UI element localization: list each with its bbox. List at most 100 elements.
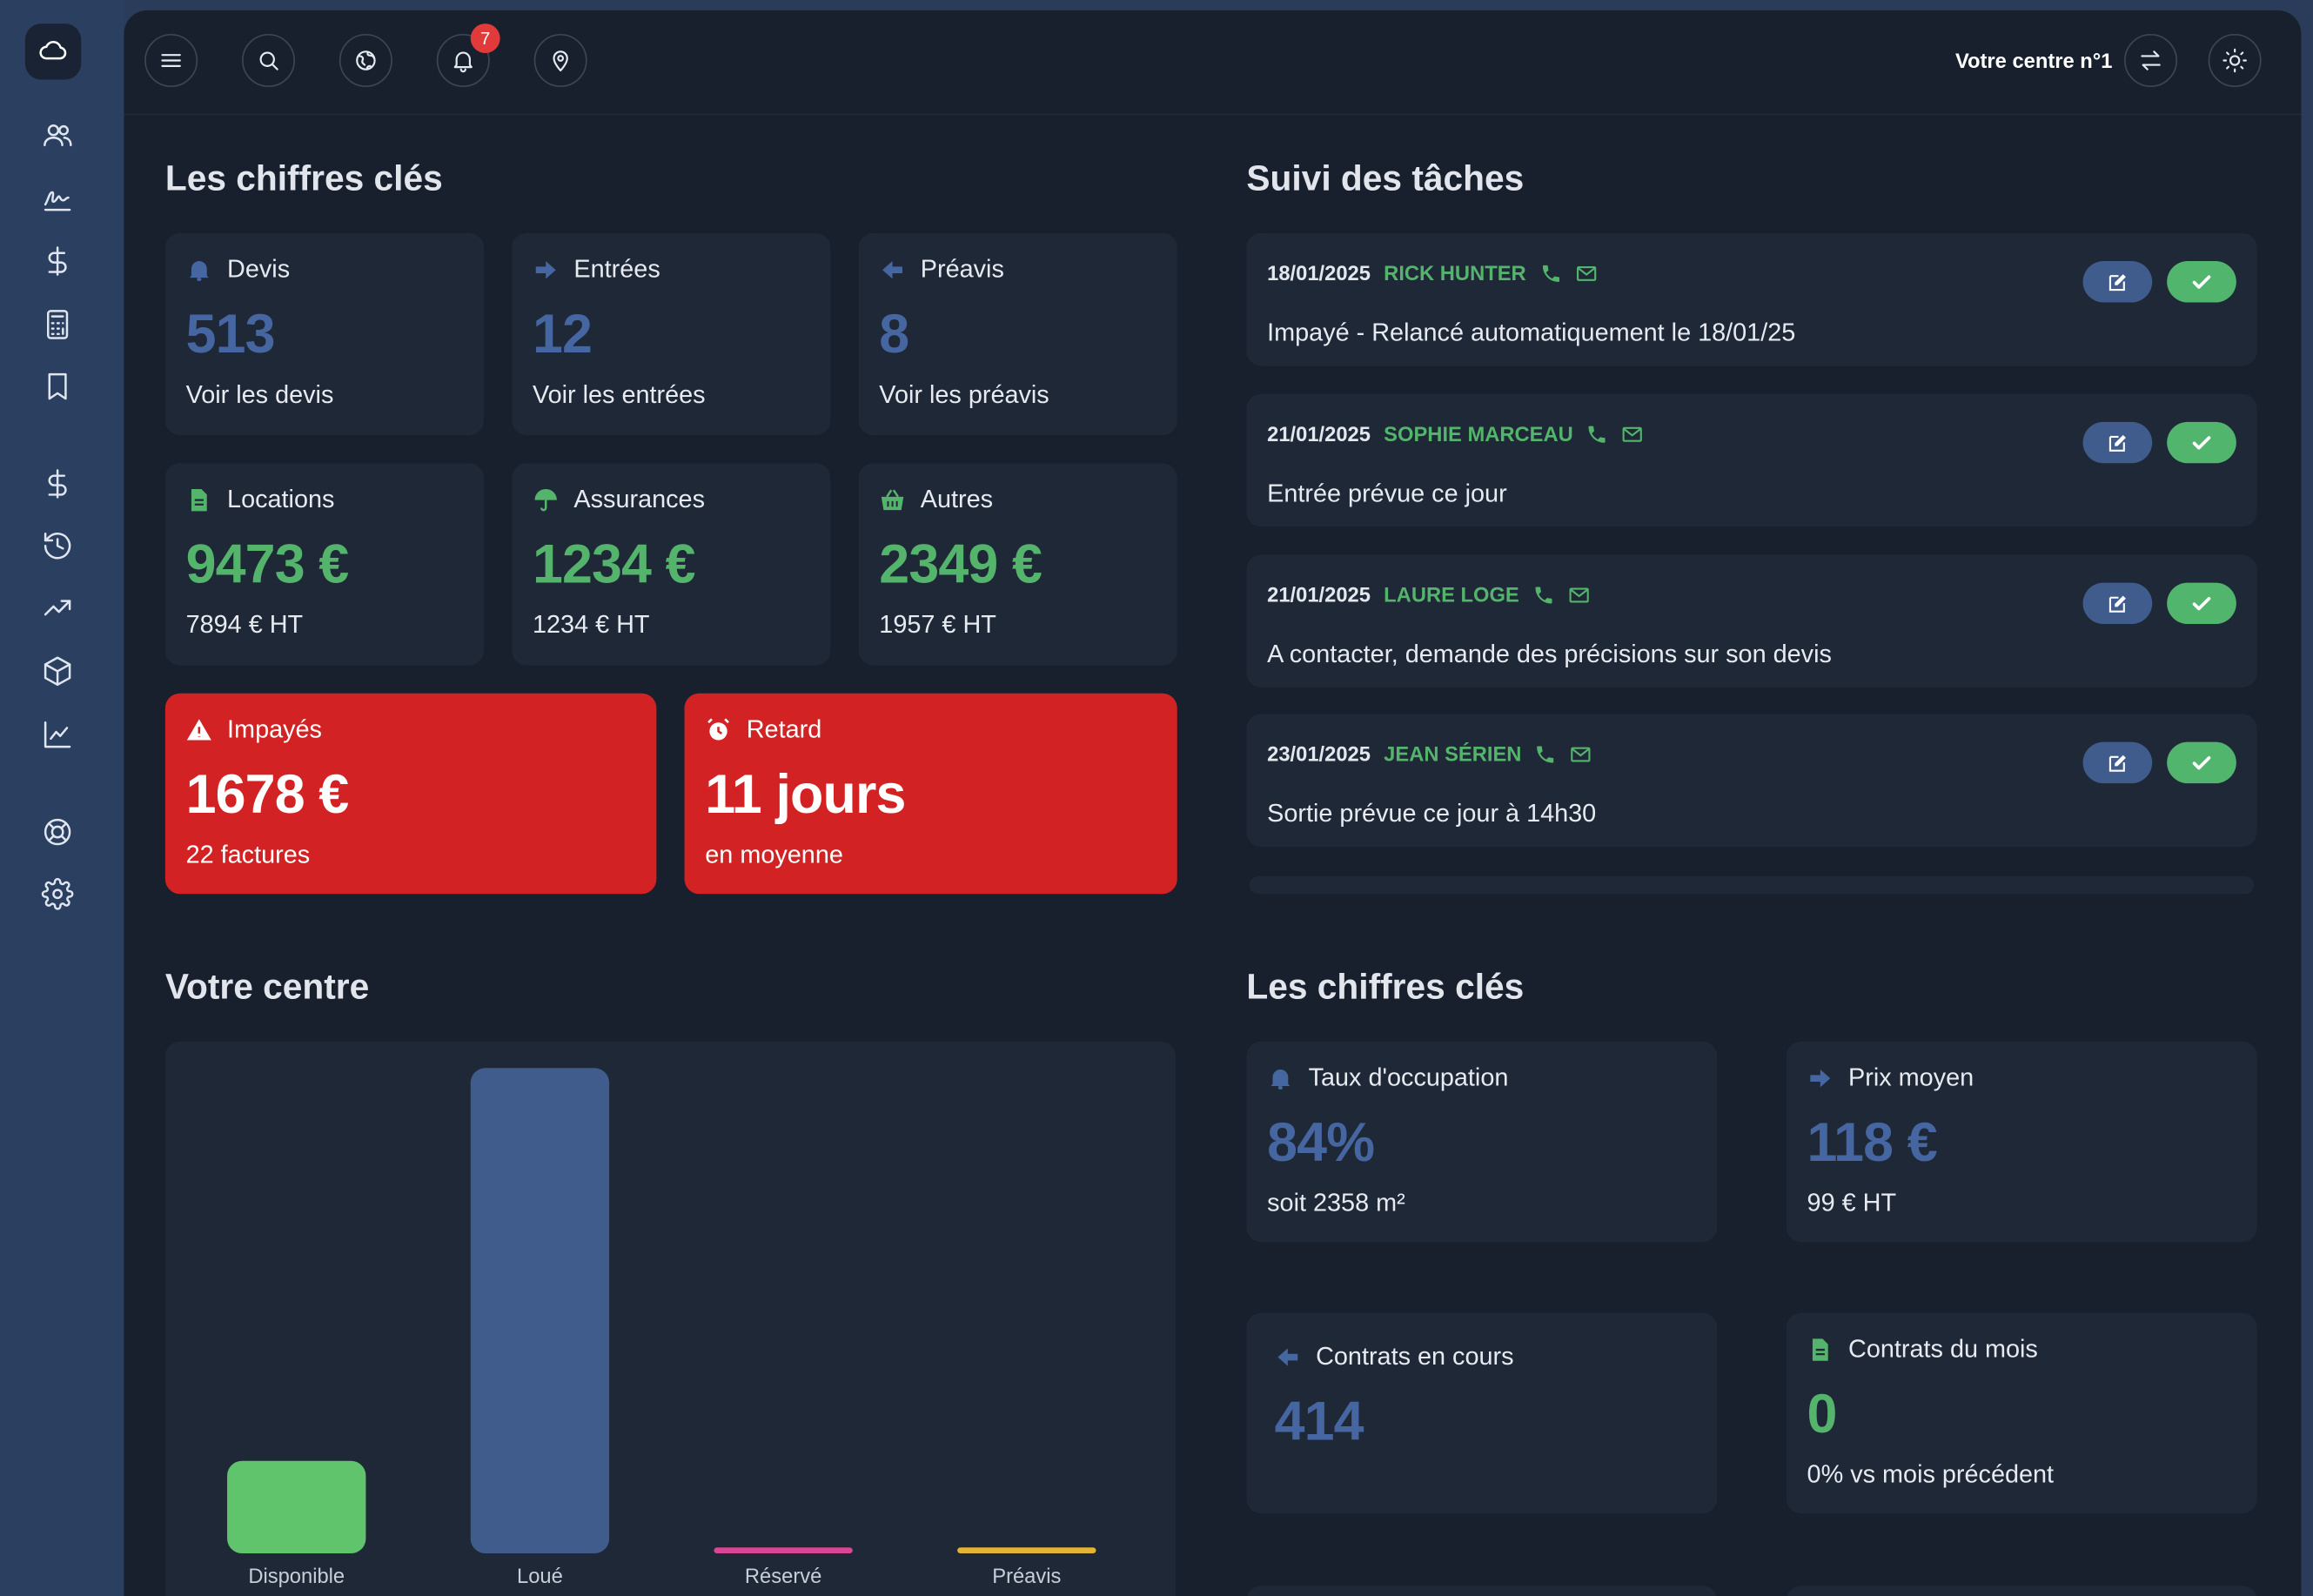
kpi-value: 9473 € xyxy=(185,533,350,595)
signature-icon[interactable] xyxy=(37,177,77,218)
task-client-name[interactable]: JEAN SÉRIEN xyxy=(1384,741,1522,766)
switch-center-button[interactable] xyxy=(2124,33,2178,88)
complete-task-button[interactable] xyxy=(2167,582,2236,625)
phone-icon[interactable] xyxy=(1586,423,1608,445)
bar-préavis[interactable] xyxy=(957,1547,1096,1553)
map-pin-icon xyxy=(553,50,568,72)
trending-up-icon[interactable] xyxy=(37,587,77,628)
search-button[interactable] xyxy=(242,33,296,88)
task-text: Entrée prévue ce jour xyxy=(1267,479,1507,508)
stat-card-partial xyxy=(1786,1586,2257,1596)
kpi-value: 2349 € xyxy=(879,533,1043,595)
box-icon[interactable] xyxy=(37,651,77,692)
kpi-label: Entrées xyxy=(573,255,660,284)
settings-icon[interactable] xyxy=(37,874,77,915)
calculator-icon[interactable] xyxy=(37,304,77,345)
bar-loué[interactable] xyxy=(470,1068,610,1553)
users-icon[interactable] xyxy=(37,115,77,156)
x-axis-label: Préavis xyxy=(992,1563,1062,1587)
globe-icon xyxy=(356,50,376,70)
task-client-name[interactable]: LAURE LOGE xyxy=(1384,582,1519,607)
line-chart-icon[interactable] xyxy=(37,714,77,754)
dollar-icon[interactable] xyxy=(37,463,77,504)
mail-icon[interactable] xyxy=(1622,423,1644,445)
edit-icon xyxy=(2109,273,2126,291)
kpi-retard-card[interactable]: Retard 11 jours en moyenne xyxy=(684,693,1177,895)
kpi-entrees-card[interactable]: Entrées 12 Voir les entrées xyxy=(512,232,831,436)
edit-task-button[interactable] xyxy=(2082,421,2153,464)
stat-value: 0 xyxy=(1807,1384,1838,1445)
kpi-value: 1234 € xyxy=(532,533,696,595)
kpi-label: Retard xyxy=(746,715,822,744)
stat-label: Contrats en cours xyxy=(1316,1342,1514,1371)
theme-toggle-button[interactable] xyxy=(2208,33,2262,88)
document-icon xyxy=(191,488,207,512)
phone-icon[interactable] xyxy=(1535,743,1557,765)
arrow-left-icon xyxy=(1277,1348,1298,1366)
x-axis-label: Réservé xyxy=(744,1563,822,1587)
phone-icon[interactable] xyxy=(1532,583,1554,605)
basket-icon xyxy=(881,489,904,511)
complete-task-button[interactable] xyxy=(2167,261,2236,303)
kpi-sub: 1957 € HT xyxy=(879,610,996,639)
kpi-label: Locations xyxy=(227,485,335,513)
warning-icon xyxy=(186,719,211,741)
menu-button[interactable] xyxy=(144,33,198,88)
edit-task-button[interactable] xyxy=(2082,582,2153,625)
stat-occupancy-card: Taux d'occupation 84% soit 2358 m² xyxy=(1246,1041,1718,1243)
mail-icon[interactable] xyxy=(1575,262,1597,284)
tasks-title: Suivi des tâches xyxy=(1246,159,1525,199)
mail-icon[interactable] xyxy=(1568,583,1590,605)
task-text: Impayé - Relancé automatiquement le 18/0… xyxy=(1267,319,1796,347)
center-title: Votre centre xyxy=(164,968,370,1008)
kpi-link[interactable]: Voir les devis xyxy=(185,380,334,409)
task-client-name[interactable]: SOPHIE MARCEAU xyxy=(1384,421,1573,446)
stat-label: Prix moyen xyxy=(1848,1063,1974,1092)
stat-sub: 0% vs mois précédent xyxy=(1807,1460,2055,1489)
check-icon xyxy=(2192,596,2211,610)
bell-icon xyxy=(1270,1069,1291,1090)
cloud-logo-icon[interactable] xyxy=(24,23,82,80)
kpi-label: Autres xyxy=(920,485,994,513)
phone-icon[interactable] xyxy=(1539,262,1561,284)
dollar-icon[interactable] xyxy=(37,240,77,281)
kpi-value: 12 xyxy=(532,304,593,365)
bookmark-icon[interactable] xyxy=(37,365,77,406)
task-list-scrollbar[interactable] xyxy=(1249,875,2255,895)
menu-icon xyxy=(161,54,181,67)
kpi-impayes-card[interactable]: Impayés 1678 € 22 factures xyxy=(164,693,657,895)
mail-icon[interactable] xyxy=(1570,743,1592,765)
kpi-label: Préavis xyxy=(920,255,1004,284)
kpi-label: Assurances xyxy=(573,485,705,513)
edit-task-button[interactable] xyxy=(2082,741,2153,784)
stat-sub: 99 € HT xyxy=(1807,1189,1897,1217)
kpi-link[interactable]: Voir les préavis xyxy=(879,380,1049,409)
bell-icon xyxy=(453,51,473,73)
task-item: 18/01/2025 RICK HUNTER Impayé - Relancé … xyxy=(1246,232,2257,366)
complete-task-button[interactable] xyxy=(2167,741,2236,784)
occupancy-chart: Disponible Loué Réservé Préavis xyxy=(164,1041,1177,1596)
notifications-button[interactable]: 7 xyxy=(436,23,500,88)
stat-value: 84% xyxy=(1267,1112,1375,1173)
stat-value: 118 € xyxy=(1807,1112,1938,1173)
lifebuoy-icon[interactable] xyxy=(37,811,77,852)
history-icon[interactable] xyxy=(37,525,77,566)
kpi-value: 11 jours xyxy=(705,764,906,825)
complete-task-button[interactable] xyxy=(2167,421,2236,464)
task-client-name[interactable]: RICK HUNTER xyxy=(1384,261,1526,285)
globe-button[interactable] xyxy=(339,33,392,88)
bar-réservé[interactable] xyxy=(714,1547,853,1553)
kpi-link[interactable]: Voir les entrées xyxy=(532,380,706,409)
bar-disponible[interactable] xyxy=(227,1460,366,1553)
kpi-locations-card: Locations 9473 € 7894 € HT xyxy=(164,463,485,666)
task-date: 18/01/2025 xyxy=(1267,261,1371,285)
task-date: 21/01/2025 xyxy=(1267,582,1371,607)
stat-average-price-card: Prix moyen 118 € 99 € HT xyxy=(1786,1041,2257,1243)
kpi-preavis-card[interactable]: Préavis 8 Voir les préavis xyxy=(858,232,1177,436)
bell-icon xyxy=(190,261,209,281)
main-panel: 7 Votre centre n°1 Les chiffres clés Dev… xyxy=(124,10,2302,1596)
location-button[interactable] xyxy=(533,33,587,88)
edit-task-button[interactable] xyxy=(2082,261,2153,303)
kpi-devis-card[interactable]: Devis 513 Voir les devis xyxy=(164,232,485,436)
notification-badge: 7 xyxy=(470,23,500,54)
